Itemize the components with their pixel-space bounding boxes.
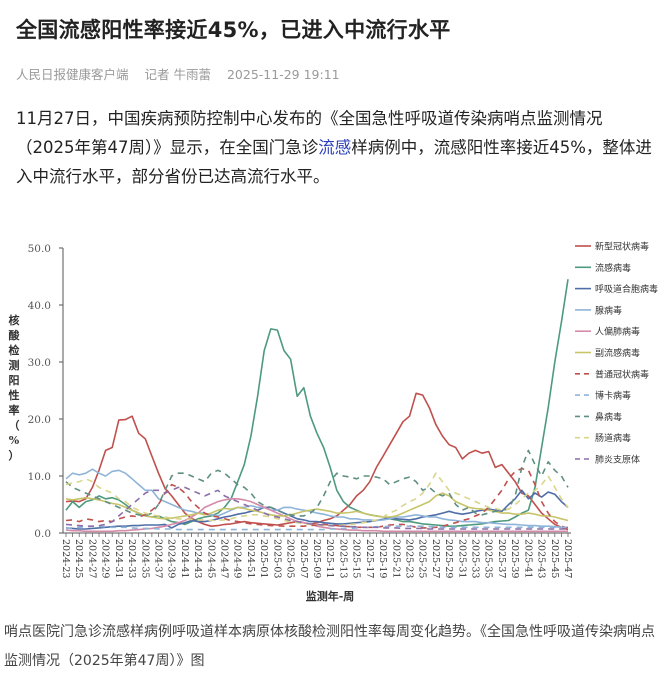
y-tick-label: 50.0 [28, 243, 51, 255]
legend-label: 腺病毒 [595, 304, 622, 316]
y-axis-label: 测 [9, 358, 20, 372]
lead-text-2: 样病例中，流感阳性率接近45%，整体进入中流行水平，部分省份已达高流行水平。 [16, 138, 652, 186]
x-tick-label: 2024-47 [219, 539, 230, 578]
x-tick-label: 2024-51 [245, 539, 256, 578]
flu-link[interactable]: 流感 [318, 138, 352, 157]
article-source[interactable]: 人民日报健康客户端 [16, 67, 129, 82]
x-tick-label: 2025-31 [456, 539, 467, 578]
y-tick-label: 40.0 [28, 300, 51, 312]
x-axis-label: 监测年-周 [306, 589, 355, 603]
legend-label: 呼吸道合胞病毒 [595, 283, 658, 295]
x-tick-label: 2024-23 [60, 539, 71, 578]
article-lead: 11月27日，中国疾病预防控制中心发布的《全国急性呼吸道传染病哨点监测情况（20… [16, 104, 656, 191]
x-tick-label: 2024-27 [86, 539, 97, 578]
y-tick-label: 30.0 [28, 357, 51, 369]
x-tick-label: 2025-25 [417, 539, 428, 578]
y-axis-label: ） [9, 449, 20, 462]
series-line [65, 525, 568, 531]
y-tick-label: 20.0 [28, 414, 51, 426]
legend-label: 普通冠状病毒 [595, 368, 649, 380]
legend-label: 人偏肺病毒 [595, 326, 640, 338]
x-tick-label: 2025-35 [483, 539, 494, 578]
y-axis-label: 检 [9, 343, 20, 357]
x-tick-label: 2025-13 [337, 539, 348, 578]
series-line [65, 492, 569, 522]
x-tick-label: 2025-43 [536, 539, 547, 578]
x-tick-label: 2024-49 [232, 539, 243, 578]
x-tick-label: 2025-41 [522, 539, 533, 578]
series-line [65, 497, 568, 533]
series-line [65, 467, 569, 529]
x-tick-label: 2025-11 [324, 539, 335, 578]
x-tick-label: 2025-01 [258, 539, 269, 578]
series-line [65, 392, 569, 531]
x-tick-label: 2025-37 [496, 539, 507, 578]
x-tick-label: 2025-23 [403, 539, 414, 578]
x-tick-label: 2025-15 [351, 539, 362, 578]
y-axis-label: 酸 [9, 328, 21, 342]
y-axis-label: 性 [9, 388, 20, 402]
y-tick-label: 10.0 [28, 471, 51, 483]
x-tick-label: 2025-47 [562, 539, 573, 578]
x-tick-label: 2025-09 [311, 539, 322, 578]
x-tick-label: 2025-17 [364, 539, 375, 578]
series-line [65, 279, 569, 528]
legend-label: 博卡病毒 [595, 390, 631, 402]
x-tick-label: 2025-45 [549, 539, 560, 578]
x-tick-label: 2025-29 [443, 539, 454, 578]
y-axis-label: % [9, 434, 20, 447]
series-line [65, 468, 568, 529]
legend-label: 肺炎支原体 [595, 454, 640, 466]
x-tick-label: 2024-33 [126, 539, 137, 578]
x-tick-label: 2024-25 [73, 539, 84, 578]
x-tick-label: 2024-29 [100, 539, 111, 578]
legend-label: 肠道病毒 [595, 432, 631, 444]
positivity-trend-chart: 0.0 10.0 20.0 30.0 40.0 50.0 2024-23 2024-25 202… [0, 232, 671, 612]
y-axis-label: （ [9, 419, 20, 432]
x-tick-label: 2024-35 [139, 539, 150, 578]
article-meta: 人民日报健康客户端 记者 牛雨蕾 2025-11-29 19:11 [16, 64, 352, 83]
x-tick-label: 2024-31 [113, 539, 124, 578]
article-title: 全国流感阳性率接近45%，已进入中流行水平 [16, 18, 451, 42]
x-tick-label: 2024-41 [179, 539, 190, 578]
article-timestamp: 2025-11-29 19:11 [226, 67, 340, 82]
lead-text-1: 11月27日，中国疾病预防控制中心发布的《全国急性呼吸道传染病哨点监测情况（20… [16, 109, 603, 157]
x-tick-label: 2025-27 [430, 539, 441, 578]
series-line [65, 472, 569, 527]
x-tick-label: 2024-37 [152, 539, 163, 578]
x-tick-label: 2024-39 [166, 539, 177, 578]
legend-label: 鼻病毒 [595, 411, 622, 423]
legend-label: 流感病毒 [595, 262, 631, 274]
y-tick-label: 0.0 [34, 528, 51, 540]
x-tick-label: 2025-05 [285, 539, 296, 578]
series-line [65, 486, 568, 530]
article-reporter: 记者 牛雨蕾 [144, 67, 211, 82]
x-tick-label: 2024-43 [192, 539, 203, 578]
x-tick-label: 2025-39 [509, 539, 520, 578]
x-tick-label: 2025-19 [377, 539, 388, 578]
y-axis-label: 率 [9, 403, 20, 417]
y-axis-label: 核 [9, 313, 20, 327]
x-tick-label: 2025-03 [271, 539, 282, 578]
x-tick-label: 2025-33 [470, 539, 481, 578]
legend-label: 副流感病毒 [595, 347, 640, 359]
x-tick-label: 2024-45 [205, 539, 216, 578]
x-tick-label: 2025-07 [298, 539, 309, 578]
series-line [65, 449, 569, 517]
legend-label: 新型冠状病毒 [595, 241, 649, 253]
y-axis-label: 阳 [9, 373, 20, 387]
figure-caption: 哨点医院门急诊流感样病例呼吸道样本病原体核酸检测阳性率每周变化趋势。《全国急性呼… [4, 624, 655, 669]
x-tick-label: 2025-21 [390, 539, 401, 578]
